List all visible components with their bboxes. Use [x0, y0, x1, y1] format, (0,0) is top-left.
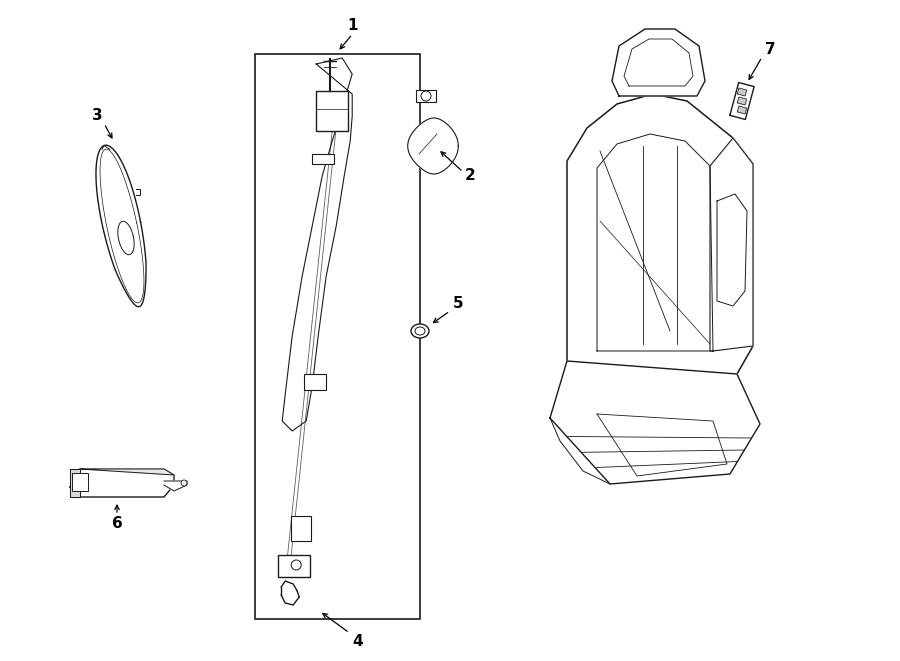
Polygon shape: [408, 118, 458, 174]
Bar: [255, 54, 420, 619]
Polygon shape: [80, 469, 174, 475]
Polygon shape: [737, 106, 747, 114]
FancyBboxPatch shape: [278, 555, 310, 577]
FancyBboxPatch shape: [316, 91, 348, 131]
Polygon shape: [70, 469, 174, 497]
Polygon shape: [717, 194, 747, 306]
Text: 2: 2: [464, 169, 475, 184]
Polygon shape: [283, 58, 352, 431]
Ellipse shape: [411, 324, 429, 338]
Polygon shape: [70, 469, 80, 497]
Bar: [312, 154, 334, 164]
Text: 3: 3: [92, 108, 103, 123]
Bar: [416, 90, 436, 102]
Text: 1: 1: [347, 19, 358, 34]
Polygon shape: [96, 145, 146, 307]
Ellipse shape: [181, 480, 187, 486]
Text: 5: 5: [453, 295, 464, 311]
Polygon shape: [737, 97, 747, 105]
Bar: [72, 473, 88, 491]
Polygon shape: [118, 221, 134, 254]
Polygon shape: [612, 29, 705, 96]
Bar: [292, 516, 311, 541]
Polygon shape: [710, 138, 753, 351]
Ellipse shape: [421, 91, 431, 101]
Polygon shape: [737, 88, 747, 96]
Text: 7: 7: [765, 42, 775, 56]
Polygon shape: [730, 83, 754, 120]
Bar: [304, 373, 326, 390]
Polygon shape: [567, 94, 753, 374]
Text: 6: 6: [112, 516, 122, 531]
Text: 4: 4: [352, 633, 363, 648]
Polygon shape: [550, 361, 760, 484]
Ellipse shape: [415, 327, 425, 335]
Polygon shape: [164, 481, 187, 491]
Ellipse shape: [292, 560, 302, 570]
